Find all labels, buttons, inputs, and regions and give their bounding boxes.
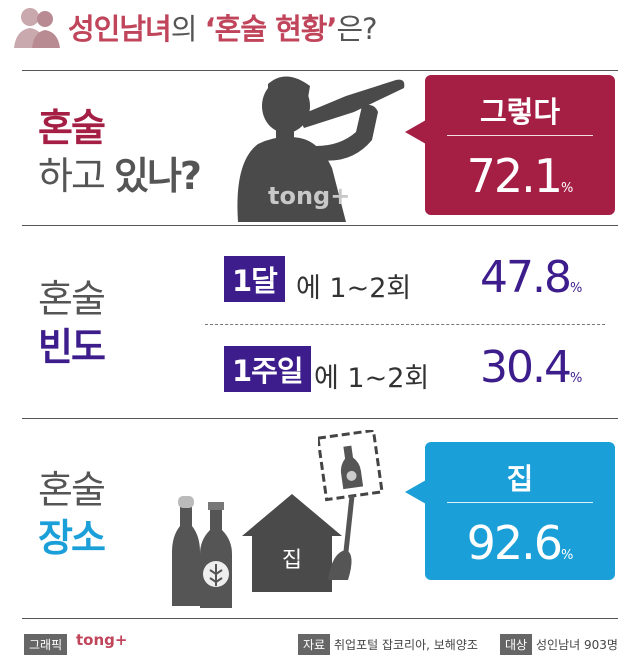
section3-label: 혼술 장소 xyxy=(38,466,106,562)
yes-callout-label: 그렇다 xyxy=(479,95,561,129)
bottles-icon xyxy=(172,496,240,610)
section1-label: 혼술 하고 있나? xyxy=(38,104,202,200)
header-divider xyxy=(22,70,618,71)
home-callout-value: 92.6 xyxy=(466,516,563,570)
home-callout-label: 집 xyxy=(506,462,534,496)
section1-label-line2b: 있나? xyxy=(114,154,202,198)
weekly-unit: % xyxy=(569,371,582,386)
picket-sign-icon xyxy=(316,428,388,600)
section1-label-line1: 혼술 xyxy=(38,106,106,150)
drinking-man-illustration: tong+ xyxy=(228,72,428,222)
house-icon: 집 xyxy=(242,494,342,592)
section3-label-line2: 장소 xyxy=(38,516,106,560)
frequency-divider xyxy=(205,324,605,325)
yes-callout-divider xyxy=(447,135,593,136)
monthly-value: 47.8 xyxy=(480,252,572,303)
home-callout-divider xyxy=(447,502,593,503)
title-question: 은? xyxy=(336,12,378,46)
section1-label-line2a: 하고 xyxy=(38,154,114,198)
section2-label: 혼술 빈도 xyxy=(38,275,106,371)
home-callout: 집 92.6% xyxy=(425,442,615,580)
monthly-tag: 1달 xyxy=(224,256,285,302)
yes-callout: 그렇다 72.1% xyxy=(425,75,615,215)
target-text: 성인남녀 903명 xyxy=(536,638,618,652)
section2-divider xyxy=(22,418,618,419)
home-callout-unit: % xyxy=(561,548,574,563)
title-subject: 성인남녀 xyxy=(68,12,172,46)
target-tag: 대상 xyxy=(500,634,533,655)
yes-callout-unit: % xyxy=(561,181,574,196)
footer-divider xyxy=(22,618,618,619)
graphic-tag: 그래픽 xyxy=(24,634,68,655)
section3-label-line1: 혼술 xyxy=(38,468,106,512)
monthly-unit: % xyxy=(569,281,582,296)
title-topic: ‘혼술 현황’ xyxy=(204,12,338,46)
tong-watermark: tong+ xyxy=(268,182,350,210)
frequency-row-weekly: 1주일 에 1~2회 30.4% xyxy=(224,342,614,398)
yes-callout-value: 72.1 xyxy=(466,149,563,203)
weekly-value: 30.4 xyxy=(480,342,572,393)
house-label: 집 xyxy=(281,548,303,573)
section1-divider xyxy=(22,225,618,226)
people-icon xyxy=(12,4,62,48)
page-title: 성인남녀의 ‘혼술 현황’은? xyxy=(68,6,378,48)
weekly-tag: 1주일 xyxy=(224,346,311,392)
section2-label-line2: 빈도 xyxy=(38,325,106,369)
home-callout-pointer xyxy=(405,480,426,504)
frequency-row-monthly: 1달 에 1~2회 47.8% xyxy=(224,252,614,308)
title-particle: 의 xyxy=(170,12,205,46)
source-text: 취업포털 잡코리아, 보해양조 xyxy=(334,638,478,652)
monthly-text: 에 1~2회 xyxy=(296,273,412,304)
section2-label-line1: 혼술 xyxy=(38,277,106,321)
yes-callout-pointer xyxy=(405,120,426,144)
weekly-text: 에 1~2회 xyxy=(314,363,430,394)
source-tag: 자료 xyxy=(298,634,331,655)
tong-logo: tong+ xyxy=(76,631,128,649)
